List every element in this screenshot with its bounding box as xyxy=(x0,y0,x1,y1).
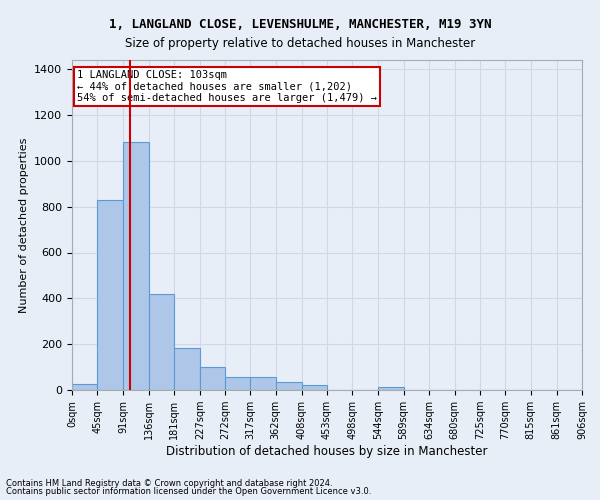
Text: Contains public sector information licensed under the Open Government Licence v3: Contains public sector information licen… xyxy=(6,487,371,496)
Bar xyxy=(149,294,174,390)
Bar xyxy=(174,348,200,390)
Bar xyxy=(276,382,302,390)
Bar xyxy=(97,200,123,390)
Text: 1, LANGLAND CLOSE, LEVENSHULME, MANCHESTER, M19 3YN: 1, LANGLAND CLOSE, LEVENSHULME, MANCHEST… xyxy=(109,18,491,30)
X-axis label: Distribution of detached houses by size in Manchester: Distribution of detached houses by size … xyxy=(166,445,488,458)
Bar xyxy=(200,367,225,390)
Bar xyxy=(225,376,250,390)
Bar xyxy=(302,385,327,390)
Bar xyxy=(250,376,276,390)
Y-axis label: Number of detached properties: Number of detached properties xyxy=(19,138,29,312)
Bar xyxy=(123,142,149,390)
Bar xyxy=(72,384,97,390)
Bar xyxy=(378,387,404,390)
Text: 1 LANGLAND CLOSE: 103sqm
← 44% of detached houses are smaller (1,202)
54% of sem: 1 LANGLAND CLOSE: 103sqm ← 44% of detach… xyxy=(77,70,377,103)
Text: Contains HM Land Registry data © Crown copyright and database right 2024.: Contains HM Land Registry data © Crown c… xyxy=(6,478,332,488)
Text: Size of property relative to detached houses in Manchester: Size of property relative to detached ho… xyxy=(125,38,475,51)
